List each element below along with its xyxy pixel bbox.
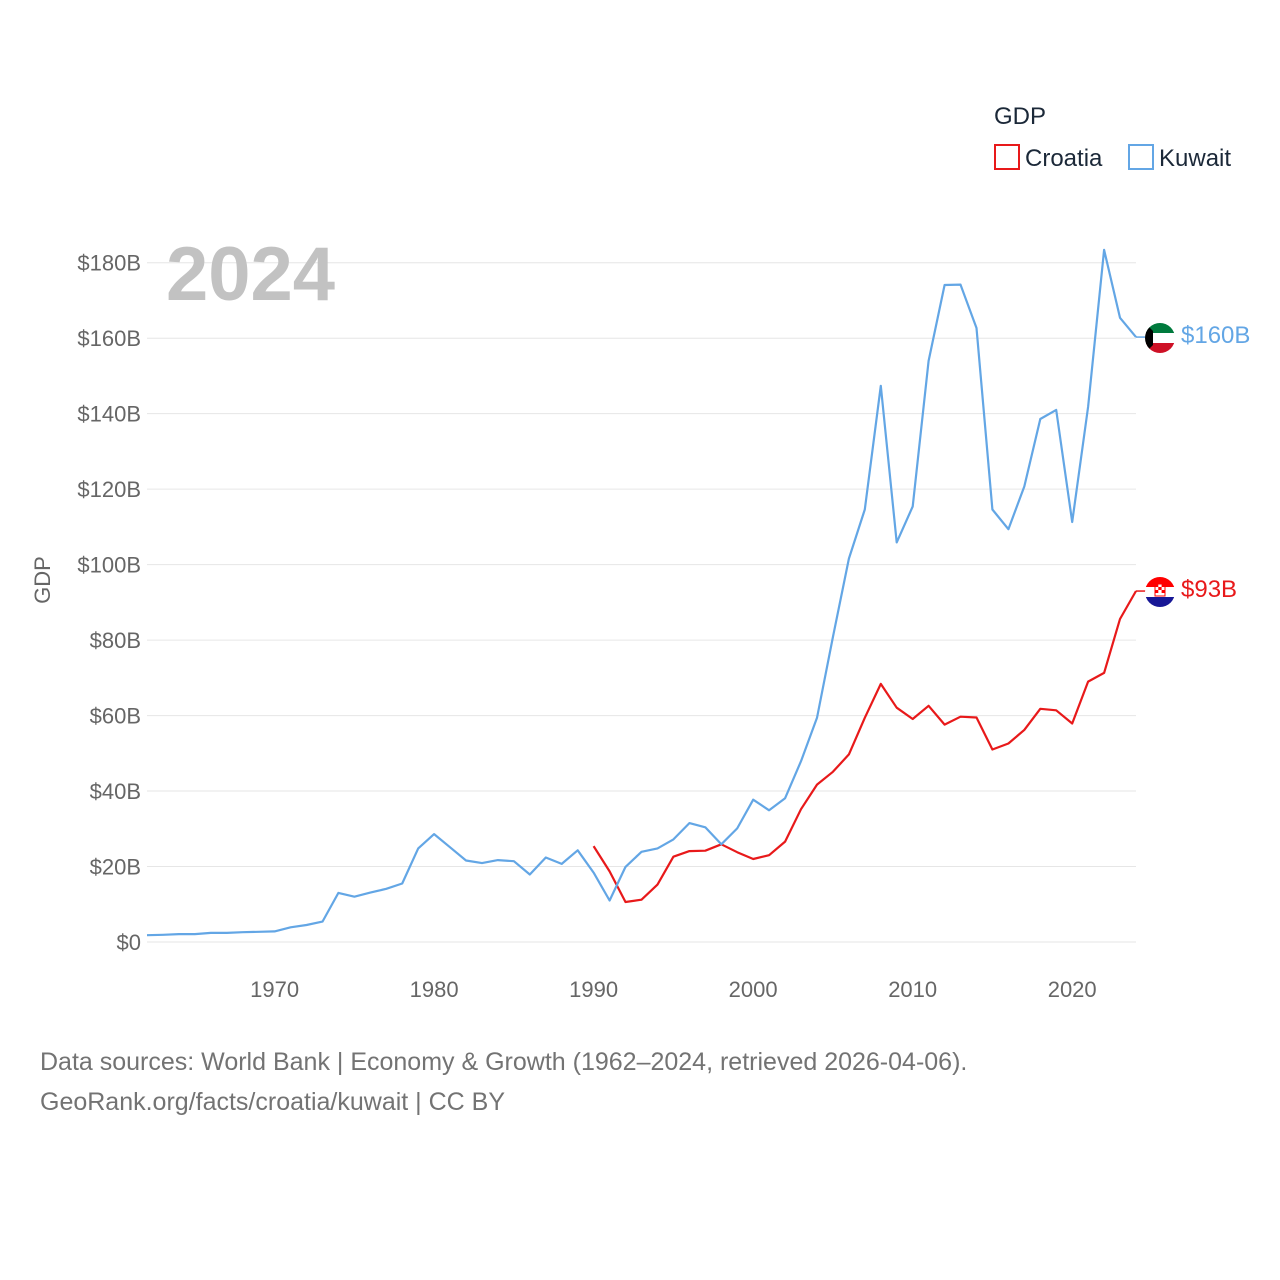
x-tick-label: 2010 [888, 977, 937, 1002]
y-tick-label: $140B [77, 402, 141, 427]
line-chart: $0 $20B $40B $60B $80B $100B $120B $140B $160B $1… [30, 103, 1250, 1002]
series-line-kuwait [146, 248, 1137, 937]
y-tick-label: $160B [77, 326, 141, 351]
x-tick-label: 1980 [410, 977, 459, 1002]
gridlines [147, 262, 1136, 943]
end-label-kuwait: $160B [1181, 322, 1250, 349]
y-tick-label: $180B [77, 251, 141, 276]
y-tick-label: $100B [77, 553, 141, 578]
y-tick-label: $80B [90, 628, 141, 653]
legend-title: GDP [994, 103, 1046, 130]
legend-label-croatia: Croatia [1025, 145, 1103, 172]
x-axis-ticks: 1970 1980 1990 2000 2010 2020 [250, 977, 1097, 1002]
y-tick-label: $60B [90, 704, 141, 729]
series-line-croatia [592, 590, 1137, 904]
footer: Data sources: World Bank | Economy & Gro… [40, 1042, 967, 1122]
y-axis-title: GDP [30, 556, 55, 604]
legend-swatch-croatia [994, 144, 1020, 170]
legend-item-kuwait[interactable]: Kuwait [1128, 144, 1231, 172]
x-tick-label: 2000 [729, 977, 778, 1002]
y-tick-label: $0 [117, 930, 141, 955]
source-link[interactable]: GeoRank.org/facts/croatia/kuwait | CC BY [40, 1088, 506, 1116]
x-tick-label: 1970 [250, 977, 299, 1002]
data-sources-text: Data sources: World Bank | Economy & Gro… [40, 1048, 968, 1076]
y-tick-label: $20B [90, 855, 141, 880]
year-watermark: 2024 [166, 232, 335, 317]
x-tick-label: 2020 [1048, 977, 1097, 1002]
legend-swatch-kuwait [1128, 144, 1154, 170]
y-tick-label: $40B [90, 779, 141, 804]
legend[interactable]: GDP Croatia Kuwait [994, 103, 1231, 172]
croatia-flag-icon [1145, 577, 1175, 607]
kuwait-flag-icon [1145, 323, 1175, 353]
end-label-croatia: $93B [1181, 576, 1237, 603]
legend-item-croatia[interactable]: Croatia [994, 144, 1103, 172]
y-axis-ticks: $0 $20B $40B $60B $80B $100B $120B $140B $160B $1… [77, 251, 141, 955]
y-tick-label: $120B [77, 477, 141, 502]
x-tick-label: 1990 [569, 977, 618, 1002]
legend-label-kuwait: Kuwait [1159, 145, 1231, 172]
series-lines [146, 248, 1146, 937]
